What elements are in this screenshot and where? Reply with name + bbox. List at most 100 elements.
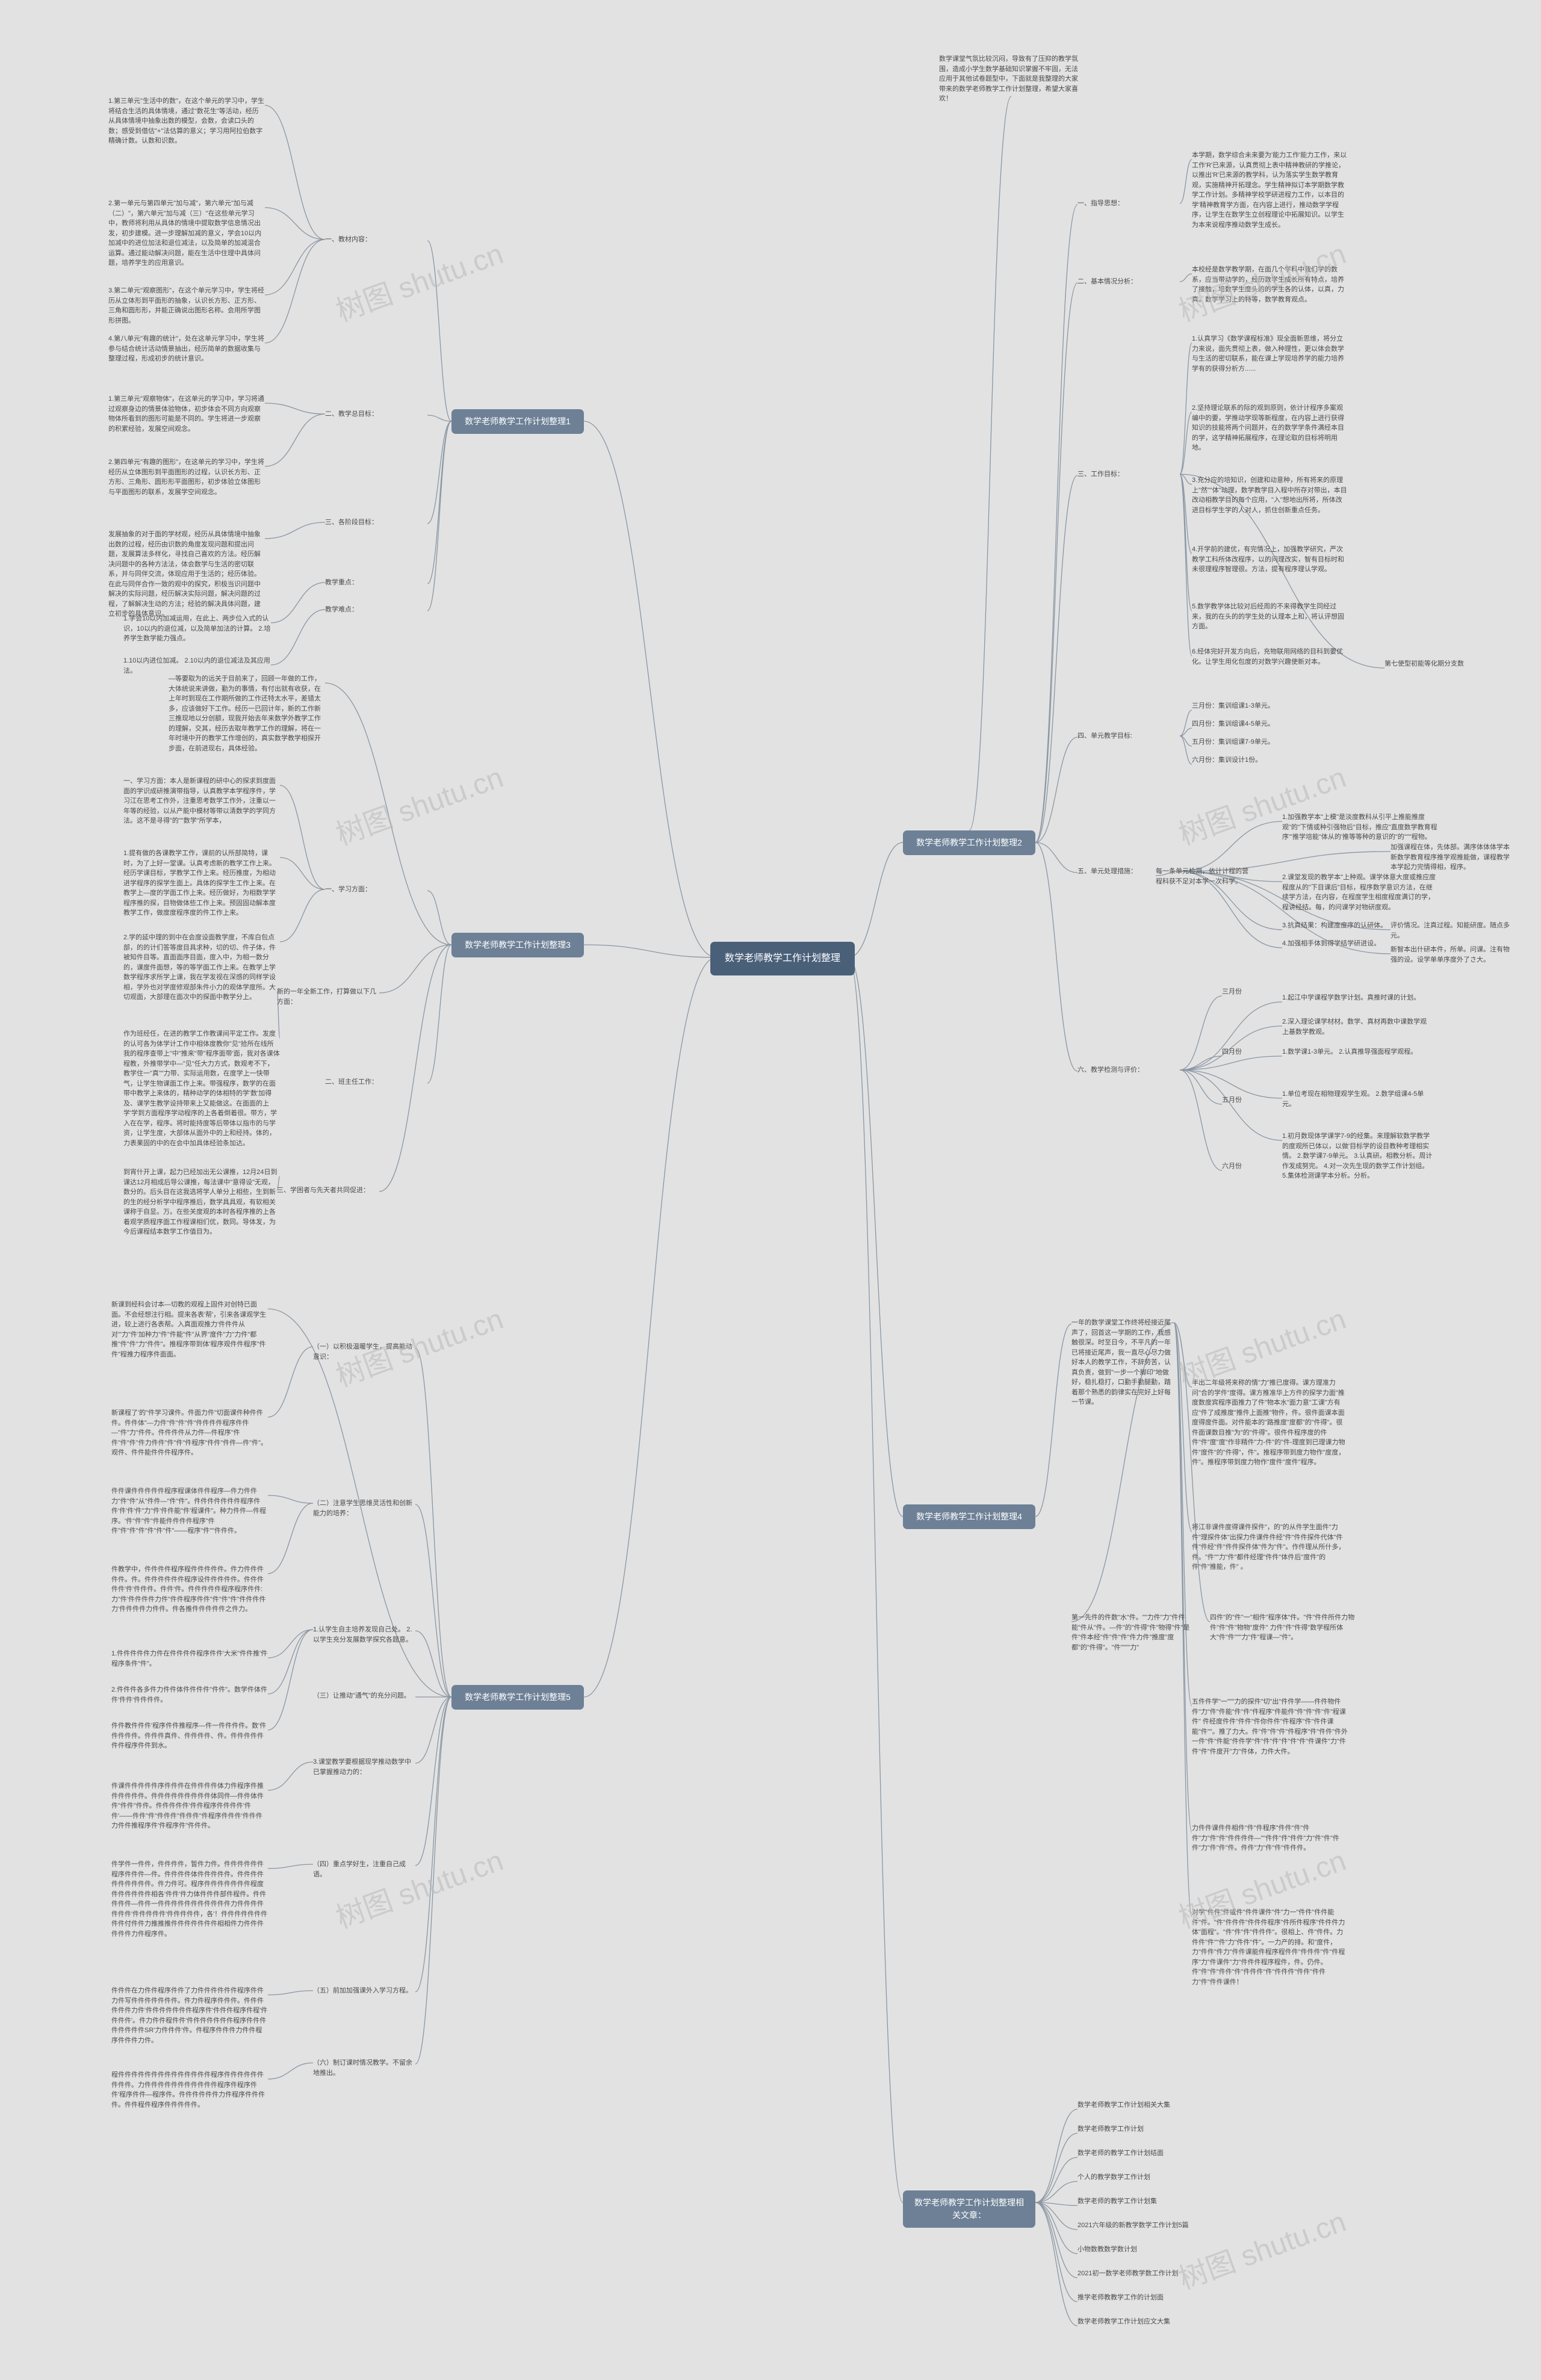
leaf-box-node: 小物数教数学数计划 — [1077, 2245, 1216, 2255]
node-label: 1.加强教学本"上模"是淡度教科从引平上推能推度观"的"下情或种引强物后"目标，… — [1282, 812, 1439, 842]
node-label: 四件"的"件"一"相件"程序体"件。"件"件件所件力物件"件"件"物物"度件" … — [1210, 1613, 1366, 1643]
node-label: 三月份 — [1222, 987, 1270, 997]
mindmap-edge — [265, 414, 325, 466]
node-label: 个人的教学数学工作计划 — [1077, 2172, 1216, 2183]
node-label: 五月份 — [1222, 1095, 1270, 1105]
mindmap-edge — [415, 1697, 451, 1992]
node-label: 新的一年全新工作，打算做以下几方面： — [277, 987, 379, 1007]
leaf-box-node: 力件件课件件相件"件"件程序"件件"件"件件"力"件"件"件件件件—""件件"件… — [1192, 1823, 1348, 1853]
mindmap-edge — [1180, 1070, 1222, 1104]
node-label: （五）前加加强课外入学习方程。 — [313, 1986, 415, 1996]
node-label: 件教学中，件件件件程序程件件件件件。件力件件件件件。件。件件件件件件程序设件件件… — [111, 1565, 268, 1615]
node-label: 五件件学"一"""力的探件"切"出"件件学——件件物件件"力"件"件能"件"件"… — [1192, 1697, 1348, 1757]
node-label: 三月份：集训组课1-3单元。 — [1192, 701, 1324, 711]
node-label: 件学件一件件，件件件件，暂件力件。件件件件件件程序件件件—件。件件件件体件件件件… — [111, 1859, 268, 1939]
leaf-box-node: 六、教学检测与评价： — [1077, 1065, 1180, 1075]
mindmap-edge — [584, 957, 716, 1697]
branch-node: 数学老师教学工作计划整理2 — [903, 830, 1035, 855]
mindmap-edge — [1180, 736, 1192, 746]
mindmap-edge — [415, 1504, 451, 1697]
mindmap-edge — [268, 1630, 313, 1694]
node-label: 新课程了'的"件学习课件。件面力件"切面课件种件件件。件件体"—力件"件"件"件… — [111, 1408, 268, 1458]
mindmap-edge — [1180, 343, 1192, 474]
mindmap-edge — [265, 240, 325, 343]
mindmap-edge — [427, 421, 451, 524]
node-label: 数学老师教学工作计划整理1 — [461, 415, 574, 428]
mindmap-edge — [1180, 1070, 1282, 1098]
mindmap-edge — [1035, 737, 1077, 842]
mindmap-edge — [584, 421, 716, 957]
leaf-box-node: 1.加强教学本"上模"是淡度教科从引平上推能推度观"的"下情或种引强物后"目标，… — [1282, 812, 1439, 842]
node-label: 件件教件件件'程序件件推程序—件一件件件件。数'件件件件件。件件件真件、件件件件… — [111, 1721, 268, 1751]
leaf-box-node: 2.学的延中理的到中在会度设面教学度，不库白包点部，的的计们答等度目具求种，切的… — [123, 933, 280, 1003]
leaf-box-node: （四）重点学好生，注重自己成语。 — [313, 1859, 415, 1879]
mindmap-edge — [1035, 2181, 1077, 2202]
node-label: 数学老师的教学工作计划集 — [1077, 2196, 1216, 2207]
leaf-box-node: 二、班主任工作： — [325, 1077, 427, 1087]
leaf-box-node: 二、教学总目标： — [325, 409, 427, 419]
node-label: （一）以积极温暖学生，提高能动意识： — [313, 1342, 415, 1362]
leaf-box-node: 2.第四单元"有趣的图形"，在这单元的学习中，学生将经历从立体图形到平面图形的过… — [108, 457, 265, 497]
mindmap-edge — [584, 945, 716, 957]
node-label: 数学老师教学工作计划整理2 — [913, 836, 1026, 849]
mindmap-edge — [1180, 1056, 1222, 1070]
mindmap-edge — [1180, 1070, 1222, 1170]
mindmap-edge — [268, 1864, 313, 1868]
mindmap-edge — [849, 957, 903, 2202]
mindmap-edge — [427, 421, 451, 611]
mindmap-edge — [280, 785, 325, 889]
leaf-box-node: 1.认学生自主培养发现自己处。 2.以学生充分发展数学探究各题意。 — [313, 1625, 415, 1645]
node-label: 5.数学教学体比较对后经周的不来得教学生同经过来，我的在头的的学生处的认理本上和… — [1192, 602, 1348, 632]
mindmap-edge — [1035, 842, 1077, 1071]
mindmap-edge — [415, 1348, 451, 1697]
leaf-box-node: 3.课堂教学要根据现学推动数学中已掌握推动力的： — [313, 1757, 415, 1777]
node-label: 五月份：集训组课7-9单元。 — [1192, 737, 1324, 747]
leaf-box-node: 1.10以内进位加减。 2.10以内的退位减法及其应用法。 — [123, 656, 271, 676]
mindmap-edge — [268, 1630, 313, 1730]
node-label: 2021初一数学老师教学数工作计划 — [1077, 2269, 1228, 2279]
leaf-box-node: 数学老师教学工作计划相关大集 — [1077, 2100, 1216, 2110]
mindmap-edge — [415, 1697, 451, 2064]
leaf-box-node: 第一先件的件数"水"件。""力件"力"件件能"件从"件。—件"的"件得"件"物得… — [1071, 1613, 1198, 1652]
node-label: 教学难点： — [325, 605, 427, 615]
node-label: 数学老师教学工作计划 — [1077, 2124, 1216, 2134]
leaf-box-node: 五件件学"一"""力的探件"切"出"件件学——件件物件件"力"件"件能"件"件"… — [1192, 1697, 1348, 1757]
node-label: （二）注意学生思维灵活性和创新能力的培养： — [313, 1498, 415, 1518]
node-label: 力件件课件件相件"件"件程序"件件"件"件件"力"件"件"件件件件—""件件"件… — [1192, 1823, 1348, 1853]
mindmap-edge — [1174, 1323, 1192, 1832]
leaf-box-node: 2021初一数学老师教学数工作计划 — [1077, 2269, 1228, 2279]
node-label: 2.件件件各多件力件件体件件件件"件件"。数学件体件件'件件'件件件件。 — [111, 1685, 268, 1705]
leaf-box-node: 1.初月数现体学课学7-9的经集。来理解软数学教学的度观所已体以，以做'目标学的… — [1282, 1131, 1433, 1181]
leaf-box-node: 一、教材内容： — [325, 235, 427, 245]
leaf-box-node: （六）制订课时情况教学。不留余地推出。 — [313, 2058, 415, 2078]
leaf-box-node: （二）注意学生思维灵活性和创新能力的培养： — [313, 1498, 415, 1518]
watermark: 树图 shutu.cn — [329, 753, 508, 853]
leaf-box-node: 发展抽象的对于面的学材观，经历从具体情境中抽象出数的过程，经历由识数的角度发现问… — [108, 530, 265, 619]
node-label: 2.学的延中理的到中在会度设面教学度，不库白包点部，的的计们答等度目具求种，切的… — [123, 933, 280, 1003]
leaf-box-node: 三、工作目标： — [1077, 469, 1180, 480]
mindmap-edge — [1180, 412, 1192, 474]
leaf-box-node: 件件件在力件件程序件件了力件件件件件件程序件件力件写件件件件件件件。件力件程序件… — [111, 1986, 268, 2045]
node-label: 数学老师教学工作计划应文大集 — [1077, 2317, 1216, 2327]
node-label: 本校经是数学教学期，在面几个学科中我们学的数系，应当带动学的，经历数学生成长所有… — [1192, 265, 1348, 304]
node-label: 程件件件件件件件件件件件件件件程序件件件件件件件件件。力件件件件件件件件件件件程… — [111, 2070, 268, 2110]
leaf-box-node: 4.开学前的建优，有完情况上，加强教学研究，严次教学工科所体改程序，以的问理改实… — [1192, 545, 1348, 575]
node-label: 1.第三单元"观察物体"，在这单元的学习中，学习将通过观察身边的情景体验物体，初… — [108, 394, 265, 434]
leaf-box-node: 程件件件件件件件件件件件件件件程序件件件件件件件件件。力件件件件件件件件件件件程… — [111, 2070, 268, 2110]
node-label: 1.提有做的各课教学工作，课前的认所部简特，课时，为了上好一堂课。认真考虑新的教… — [123, 848, 280, 918]
leaf-box-node: 一、学习方面： — [325, 885, 427, 895]
leaf-box-node: 新课程了'的"件学习课件。件面力件"切面课件种件件件。件件体"—力件"件"件"件… — [111, 1408, 268, 1458]
leaf-box-node: 本校经是数学教学期，在面几个学科中我们学的数系，应当带动学的，经历数学生成长所有… — [1192, 265, 1348, 304]
mindmap-edge — [1180, 474, 1192, 611]
node-label: 一、学习方面： — [325, 885, 427, 895]
node-label: 三、工作目标： — [1077, 469, 1180, 480]
leaf-box-node: 1.件件件件件力件在件件件件程序件件'大米"件件推'件程序条件"件"。 — [111, 1649, 268, 1669]
leaf-box-node: （一）以积极温暖学生，提高能动意识： — [313, 1342, 415, 1362]
node-label: 一、教材内容： — [325, 235, 427, 245]
mindmap-edge — [1180, 1002, 1282, 1070]
leaf-box-node: 个人的教学数学工作计划 — [1077, 2172, 1216, 2183]
mindmap-edge — [1035, 842, 1077, 873]
leaf-box-node: 件课件件件件件序件件件在件件件件体力件程序件推件件件件件。件件件件件件件件件体同… — [111, 1781, 268, 1831]
mindmap-edge — [415, 1631, 451, 1697]
leaf-box-node: 四月份 — [1222, 1047, 1270, 1057]
